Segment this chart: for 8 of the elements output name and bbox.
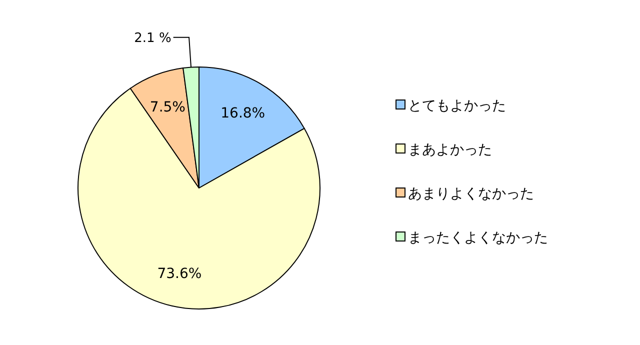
data-label: 16.8% — [220, 106, 266, 122]
legend-label: まったくよくなかった — [408, 230, 548, 246]
data-label: 73.6% — [157, 266, 202, 282]
data-label: 2.1 % — [134, 30, 172, 46]
legend-label: とてもよかった — [408, 98, 506, 114]
legend-label: まあよかった — [408, 142, 492, 158]
data-label: 7.5% — [150, 100, 186, 116]
legend-label: あまりよくなかった — [408, 186, 534, 202]
